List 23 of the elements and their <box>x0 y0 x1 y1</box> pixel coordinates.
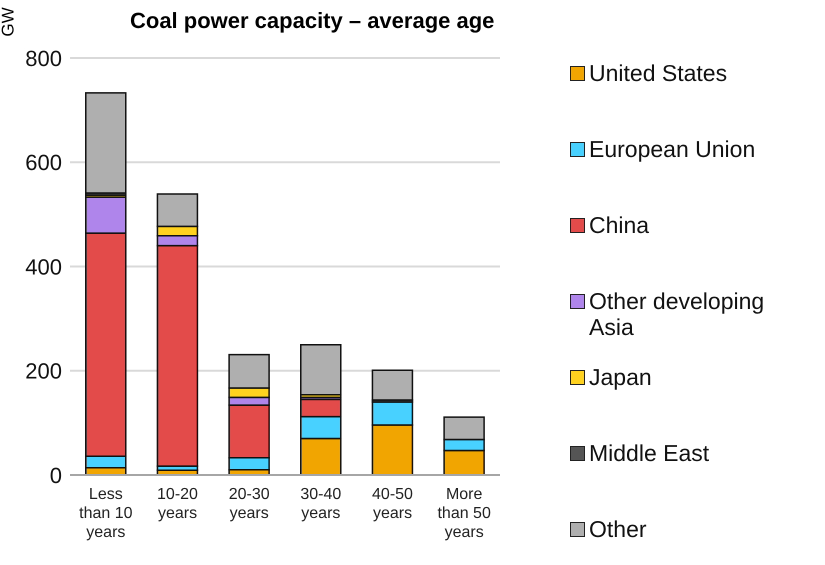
x-tick-label: 20-30 years <box>228 486 270 522</box>
legend-label: Other developing Asia <box>589 288 766 340</box>
legend-label: China <box>589 212 650 238</box>
x-tick-label: More than 50 years <box>437 486 491 541</box>
y-tick-label: 200 <box>25 358 62 384</box>
y-tick-label: 400 <box>25 254 62 280</box>
bar <box>372 369 414 401</box>
chart-title: Coal power capacity – average age <box>130 8 494 34</box>
legend-label: Middle East <box>589 440 710 466</box>
bar <box>300 344 342 396</box>
x-tick-label: Less than 10 years <box>79 486 133 541</box>
legend-label: European Union <box>589 136 756 162</box>
legend-label: United States <box>589 60 728 86</box>
y-tick-label: 0 <box>50 462 62 488</box>
y-tick-label: 600 <box>25 150 62 176</box>
legend-label: Other <box>589 516 648 542</box>
bar <box>85 92 127 194</box>
x-tick-label: 10-20 years <box>157 486 198 522</box>
x-tick-label: 40-50 years <box>372 486 414 522</box>
y-tick-label: 800 <box>25 46 62 71</box>
legend-label: Japan <box>589 364 653 390</box>
y-axis-title: GW <box>0 7 19 37</box>
x-tick-label: 30-40 years <box>300 486 342 522</box>
